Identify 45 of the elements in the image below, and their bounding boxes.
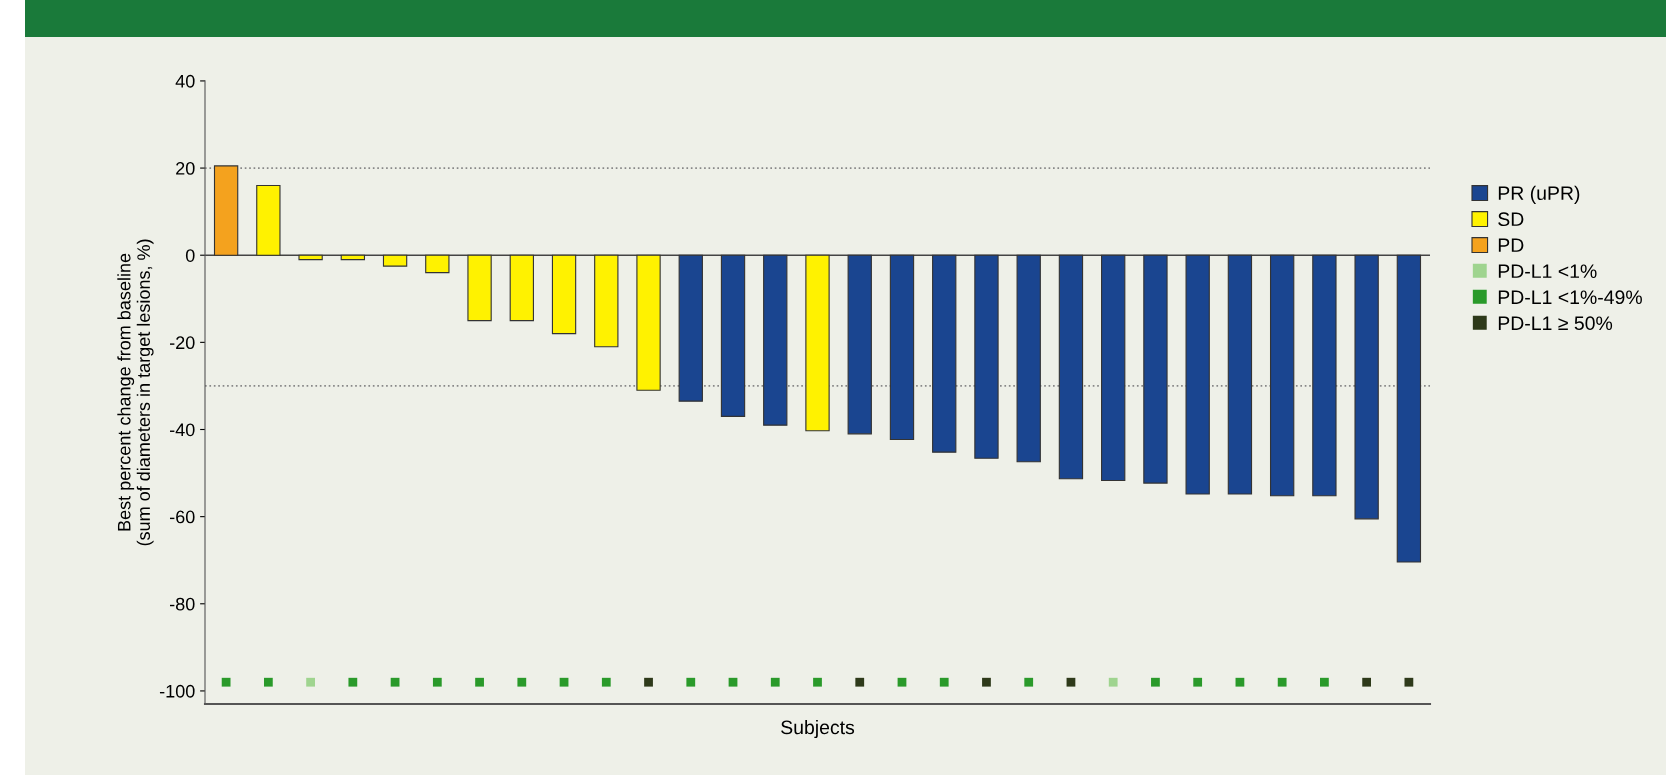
y-tick-label: -40 — [169, 423, 195, 437]
legend-label: PR (uPR) — [1498, 185, 1580, 204]
bar — [213, 165, 239, 256]
bar — [340, 254, 366, 261]
bar — [763, 254, 788, 426]
x-axis-title: Subjects — [781, 719, 855, 739]
bar — [847, 254, 872, 435]
bar — [1101, 254, 1126, 482]
y-axis-title: Best percent change from baseline (sum of diameters in target lesions, %) — [117, 239, 154, 546]
bar — [636, 254, 661, 391]
bar — [678, 254, 703, 402]
bar — [720, 254, 746, 417]
bar — [594, 254, 619, 348]
y-tick-label: -100 — [159, 684, 195, 698]
legend-label: PD-L1 <1%-49% — [1498, 290, 1642, 305]
bar — [974, 254, 999, 459]
bar — [425, 254, 450, 274]
bar — [932, 254, 957, 453]
y-tick-label: 20 — [176, 162, 195, 175]
bar — [1143, 254, 1168, 484]
y-tick-label: 0 — [185, 249, 195, 262]
bar — [889, 254, 915, 441]
bar — [1396, 254, 1422, 563]
bar — [382, 254, 408, 267]
bar — [509, 254, 534, 322]
bar — [805, 254, 830, 432]
legend-label: SD — [1498, 212, 1524, 227]
bar — [1269, 254, 1295, 497]
bar — [1354, 254, 1379, 520]
bar — [1016, 254, 1041, 463]
legend-label: PD — [1498, 238, 1524, 252]
bar — [1312, 254, 1337, 497]
bar — [298, 254, 323, 261]
y-tick-label: -20 — [169, 336, 195, 350]
y-tick-label: -80 — [169, 597, 195, 611]
bar — [551, 254, 577, 335]
bar — [1058, 254, 1084, 480]
legend-label: PD-L1 <1% — [1498, 264, 1597, 278]
bar — [1227, 254, 1253, 495]
bar — [256, 184, 281, 256]
bar — [1185, 254, 1210, 495]
y-tick-label: -60 — [169, 510, 195, 524]
legend-label: PD-L1 ≥ 50% — [1498, 316, 1613, 331]
y-tick-label: 40 — [175, 74, 195, 88]
bar — [467, 254, 492, 322]
